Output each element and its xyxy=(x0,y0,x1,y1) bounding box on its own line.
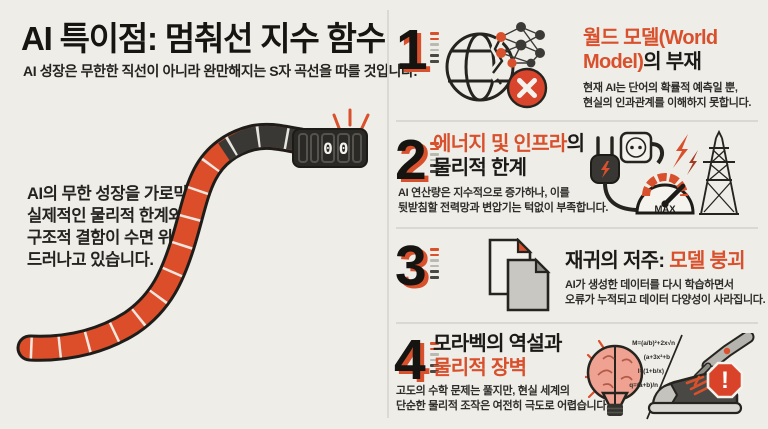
item-4-body-line2: 단순한 물리적 조작은 여전히 극도로 어렵습니다. xyxy=(396,399,609,412)
number-ticks-icon xyxy=(430,142,439,173)
counter-digit: 0 xyxy=(321,133,335,163)
duplicated-documents-icon xyxy=(488,238,551,312)
digital-counter: 0 0 xyxy=(292,128,368,168)
item-3-title: 재귀의 저주: xyxy=(565,250,670,272)
item-2-body-line1: AI 연산량은 지수적으로 증가하나, 이를 xyxy=(398,187,570,199)
formula-text: q=(a+b)/n xyxy=(629,382,658,389)
item-1-title-accent: Model) xyxy=(583,51,644,73)
item-2-title: 의 xyxy=(566,133,585,155)
counter-cell xyxy=(309,133,320,163)
formula-text: l=(1+b/x) xyxy=(638,368,664,375)
item-1-title: 의 부재 xyxy=(643,51,702,73)
brain-bulb-robot-hand-sneaker-icon: M=(a/b)²+2x√n (a+3x²+b l=(1+b/x) q=(a+b)… xyxy=(585,333,755,420)
page-subtitle: AI 성장은 무한한 직선이 아니라 완만해지는 S자 곡선을 따를 것입니다. xyxy=(23,63,417,79)
item-divider xyxy=(396,322,758,324)
item-3-body-line2: 오류가 누적되고 데이터 다양성이 사라집니다. xyxy=(565,293,766,306)
item-divider xyxy=(396,227,758,229)
vertical-divider xyxy=(387,10,389,418)
number-ticks-icon xyxy=(430,342,439,373)
formula-text: M=(a/b)²+2x√n xyxy=(632,339,675,347)
item-4-body-line1: 고도의 수학 문제는 풀지만, 현실 세계의 xyxy=(396,385,570,397)
item-2-title-accent: 에너지 및 인프라 xyxy=(433,133,567,155)
spark-icon xyxy=(332,108,370,130)
s-curve-illustration xyxy=(16,122,314,362)
item-2-title: 물리적 한계 xyxy=(433,157,527,179)
item-4-number: 4 xyxy=(394,328,426,392)
warning-exclamation: ! xyxy=(721,367,729,394)
counter-digit: 0 xyxy=(336,133,351,163)
number-ticks-icon xyxy=(430,248,439,279)
item-4-title: 모라벡의 역설과 xyxy=(433,333,562,355)
item-2-body-line2: 뒷받침할 전력망과 변압기는 턱없이 부족합니다. xyxy=(398,201,609,214)
cracked-globe-neural-net-error-icon xyxy=(445,22,548,109)
page-title: AI 특이점: 멈춰선 지수 함수 xyxy=(21,20,386,57)
item-2-number: 2 xyxy=(395,128,427,192)
item-3-number: 3 xyxy=(395,234,427,298)
item-divider xyxy=(396,120,758,122)
number-ticks-icon xyxy=(430,32,439,63)
gauge-max-label: MAX xyxy=(654,204,676,215)
item-3-body-line1: AI가 생성한 데이터를 다시 학습하면서 xyxy=(565,279,734,291)
item-1-body-line2: 현실의 인과관계를 이해하지 못합니다. xyxy=(583,96,752,109)
item-1-body-line1: 현재 AI는 단어의 확률적 예측일 뿐, xyxy=(583,82,738,94)
formula-text: (a+3x²+b xyxy=(644,354,670,361)
item-4-title-accent: 물리적 장벽 xyxy=(433,357,527,379)
counter-cell xyxy=(298,133,308,163)
item-3-title-accent: 모델 붕괴 xyxy=(669,250,745,272)
power-plug-outlet-gauge-tower-icon: MAX xyxy=(590,130,739,215)
item-1-title-accent: 월드 모델(World xyxy=(583,27,718,49)
counter-cell xyxy=(352,133,363,163)
item-1-number: 1 xyxy=(396,18,428,82)
